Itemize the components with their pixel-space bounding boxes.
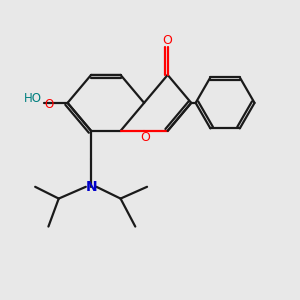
Text: O: O: [45, 98, 54, 111]
Text: HO: HO: [24, 92, 42, 105]
Text: O: O: [163, 34, 172, 47]
Text: N: N: [85, 180, 97, 194]
Text: O: O: [141, 131, 151, 144]
